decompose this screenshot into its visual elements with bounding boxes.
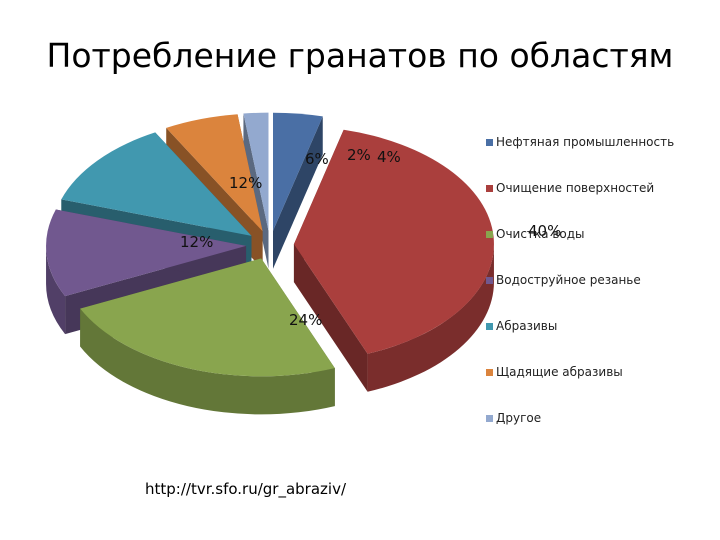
legend-swatch — [486, 185, 493, 192]
legend-label: Другое — [496, 411, 541, 425]
data-label-3: 12% — [180, 233, 213, 251]
slice-top — [166, 114, 263, 232]
pie-slices — [46, 112, 494, 415]
legend-item-2: Очистка воды — [486, 227, 585, 241]
legend-label: Щадящие абразивы — [496, 365, 623, 379]
legend-swatch — [486, 369, 493, 376]
legend-swatch — [486, 139, 493, 146]
slice-top — [273, 112, 323, 231]
data-label-6: 2% — [347, 146, 371, 164]
legend-item-4: Абразивы — [486, 319, 557, 333]
data-label-0: 4% — [377, 148, 401, 166]
legend-swatch — [486, 231, 493, 238]
slice-outer-wall — [367, 244, 494, 392]
legend-item-1: Очищение поверхностей — [486, 181, 654, 195]
chart-title: Потребление гранатов по областям — [46, 36, 674, 75]
slice-top — [80, 258, 335, 377]
slice-side-wall — [293, 244, 368, 392]
slice-top — [61, 132, 252, 236]
legend-swatch — [486, 323, 493, 330]
slice-side-wall — [273, 116, 323, 269]
legend-label: Нефтяная промышленность — [496, 135, 674, 149]
legend-item-5: Щадящие абразивы — [486, 365, 623, 379]
pie-slice-2 — [80, 258, 335, 415]
slice-top — [293, 129, 494, 354]
legend-swatch — [486, 277, 493, 284]
legend-label: Абразивы — [496, 319, 557, 333]
pie-slice-1 — [293, 129, 494, 392]
chart-legend: Нефтяная промышленность Очищение поверхно… — [486, 135, 674, 425]
legend-label: Водоструйное резанье — [496, 273, 641, 287]
data-label-1: 40% — [528, 222, 561, 240]
legend-label: Очистка воды — [496, 227, 585, 241]
legend-swatch — [486, 415, 493, 422]
pie-slice-0 — [273, 112, 323, 269]
slice-outer-wall — [80, 308, 335, 415]
slice-top — [243, 112, 269, 231]
source-link[interactable]: http://tvr.sfo.ru/gr_abraziv/ — [145, 480, 347, 498]
data-label-5: 6% — [305, 150, 329, 168]
legend-item-6: Другое — [486, 411, 541, 425]
data-labels: 4% 40% 24% 12% 12% 6% 2% — [180, 146, 561, 329]
legend-item-0: Нефтяная промышленность — [486, 135, 674, 149]
data-label-2: 24% — [289, 311, 322, 329]
legend-item-3: Водоструйное резанье — [486, 273, 641, 287]
slice-outer-wall — [46, 245, 66, 335]
legend-label: Очищение поверхностей — [496, 181, 654, 195]
slice-top — [46, 209, 247, 297]
data-label-4: 12% — [229, 174, 262, 192]
